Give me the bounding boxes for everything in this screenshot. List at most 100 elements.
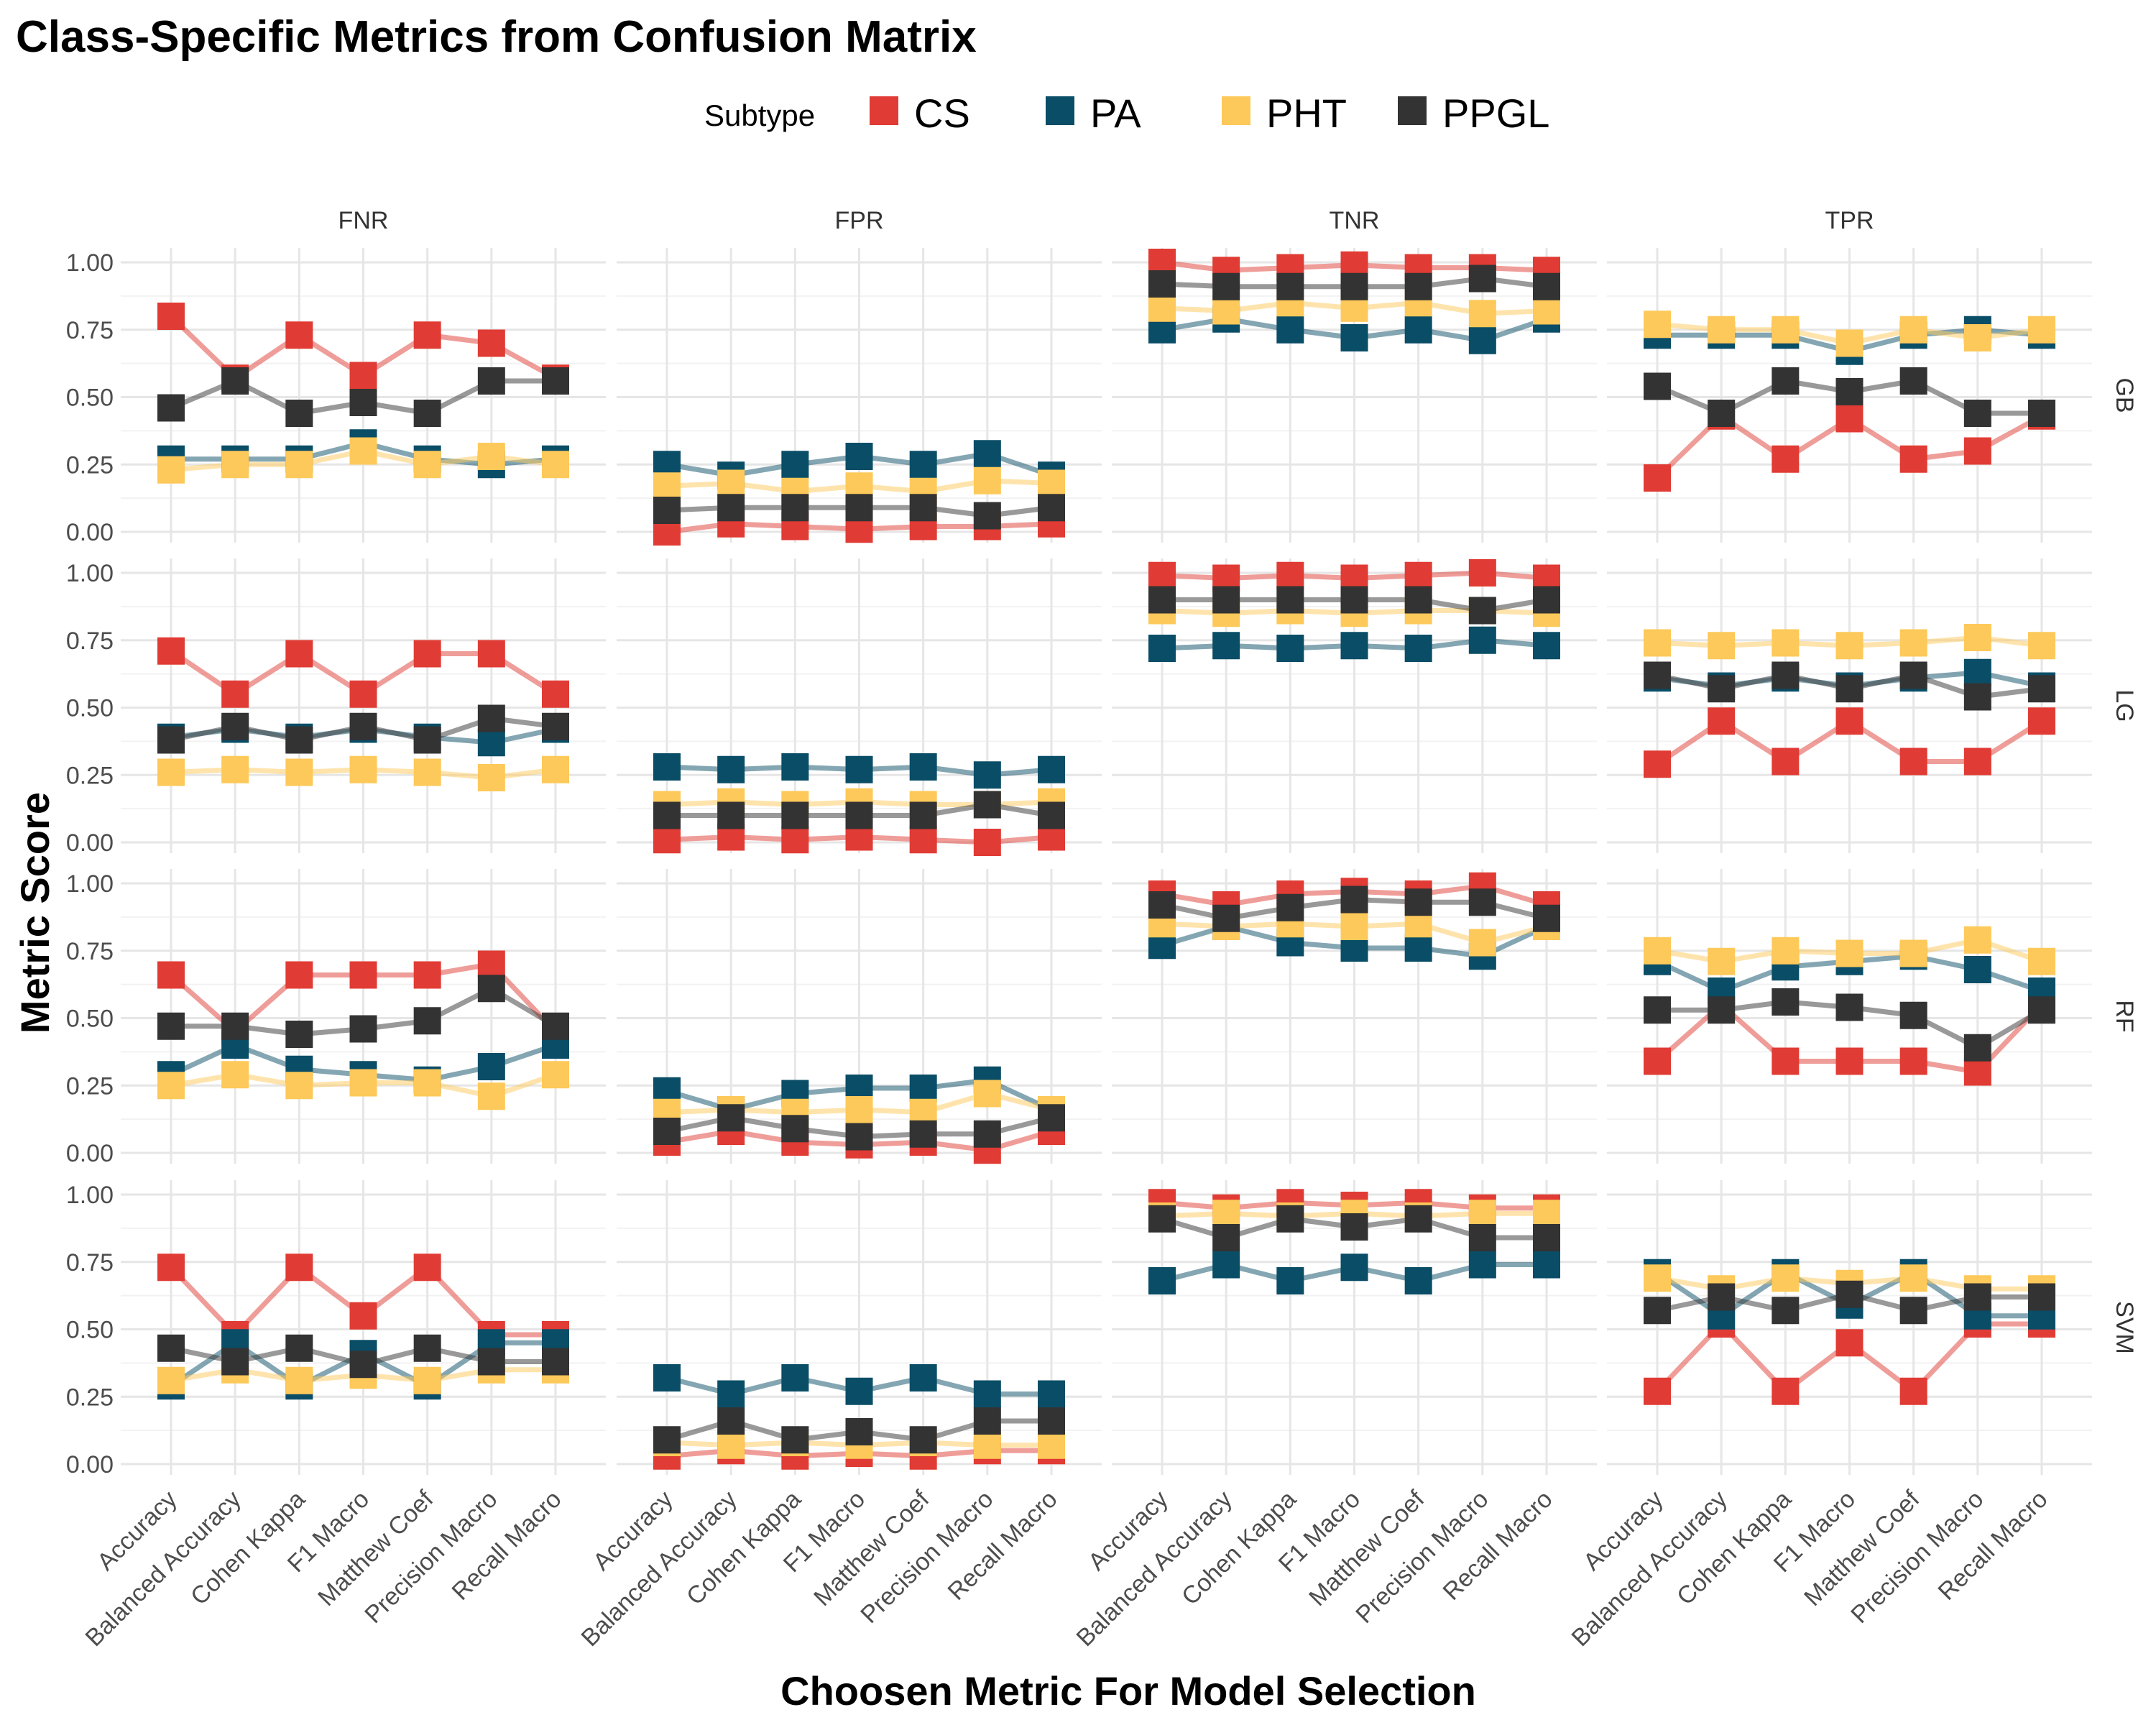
data-point-ppgl — [1708, 400, 1736, 427]
data-point-ppgl — [1038, 494, 1065, 522]
legend-key-ppgl — [1398, 96, 1427, 125]
data-point-ppgl — [542, 367, 569, 395]
data-point-cs — [1404, 561, 1432, 589]
panel-rf-tpr — [1607, 869, 2092, 1164]
data-point-pa — [1276, 635, 1304, 662]
data-point-ppgl — [2028, 400, 2055, 427]
data-point-ppgl — [413, 1334, 441, 1362]
data-point-pht — [1644, 629, 1671, 657]
data-point-ppgl — [1963, 1034, 1991, 1062]
data-point-cs — [157, 1254, 185, 1282]
data-point-pht — [1212, 1200, 1240, 1228]
data-point-pa — [909, 451, 937, 479]
y-tick-label: 0.00 — [66, 519, 114, 546]
data-point-ppgl — [781, 494, 809, 522]
data-point-ppgl — [542, 1012, 569, 1040]
data-point-ppgl — [781, 1426, 809, 1454]
data-point-ppgl — [909, 1426, 937, 1454]
panel-lg-fpr — [617, 558, 1102, 856]
data-point-ppgl — [1276, 272, 1304, 300]
data-point-cs — [653, 826, 681, 854]
facet-row-label-rf: RF — [2111, 1000, 2138, 1032]
data-point-ppgl — [973, 791, 1001, 819]
data-point-ppgl — [1644, 1297, 1671, 1325]
legend-key-cs — [870, 96, 898, 125]
data-point-ppgl — [717, 1104, 745, 1132]
data-point-ppgl — [1212, 272, 1240, 300]
data-point-pht — [845, 1096, 873, 1123]
data-point-ppgl — [1340, 886, 1368, 914]
data-point-pht — [717, 1431, 745, 1459]
data-point-ppgl — [349, 712, 377, 740]
data-point-cs — [1148, 561, 1176, 589]
data-point-ppgl — [1899, 367, 1927, 395]
data-point-pa — [1148, 635, 1176, 662]
facet-row-label-gb: GB — [2111, 377, 2138, 413]
data-point-ppgl — [845, 1418, 873, 1445]
data-point-cs — [413, 321, 441, 349]
panel-svm-tnr — [1112, 1180, 1597, 1475]
data-point-ppgl — [2028, 1283, 2055, 1311]
y-tick-label: 0.25 — [66, 451, 114, 479]
data-point-ppgl — [1708, 996, 1736, 1024]
legend-key-pa — [1046, 96, 1074, 125]
data-point-ppgl — [1963, 1283, 1991, 1311]
data-point-cs — [909, 826, 937, 854]
data-point-ppgl — [1644, 661, 1671, 689]
data-point-pht — [1533, 1200, 1560, 1228]
data-point-ppgl — [1148, 586, 1176, 614]
data-point-ppgl — [845, 1123, 873, 1151]
data-point-ppgl — [1899, 1297, 1927, 1325]
data-point-pht — [1212, 297, 1240, 325]
chart-title: Class-Specific Metrics from Confusion Ma… — [16, 12, 977, 62]
y-tick-label: 1.00 — [66, 1182, 114, 1209]
data-point-ppgl — [1835, 675, 1864, 703]
data-point-ppgl — [1038, 801, 1065, 829]
data-point-pa — [1276, 316, 1304, 344]
data-point-pht — [1772, 629, 1800, 657]
data-point-cs — [349, 680, 377, 708]
data-point-cs — [1772, 1377, 1800, 1405]
data-point-ppgl — [1772, 661, 1800, 689]
data-point-ppgl — [1404, 586, 1432, 614]
data-point-ppgl — [1899, 661, 1927, 689]
data-point-pht — [1468, 300, 1496, 328]
data-point-ppgl — [285, 1021, 313, 1048]
data-point-ppgl — [542, 1348, 569, 1376]
data-point-ppgl — [717, 494, 745, 522]
panel-svm-tpr — [1607, 1180, 2092, 1475]
data-point-pa — [1404, 635, 1432, 662]
data-point-ppgl — [1708, 675, 1736, 703]
data-point-ppgl — [973, 1407, 1001, 1435]
data-point-ppgl — [909, 801, 937, 829]
panel-gb-tnr — [1112, 248, 1597, 543]
data-point-ppgl — [157, 726, 185, 754]
y-tick-label: 0.25 — [66, 1384, 114, 1411]
data-point-ppgl — [1468, 597, 1496, 625]
data-point-pht — [413, 451, 441, 479]
data-point-ppgl — [1340, 1213, 1368, 1241]
data-point-pht — [1835, 632, 1864, 660]
data-point-pa — [909, 1364, 937, 1392]
data-point-ppgl — [1899, 1001, 1927, 1029]
data-point-cs — [1835, 1329, 1864, 1357]
data-point-pht — [1708, 947, 1736, 975]
data-point-pht — [1533, 297, 1560, 325]
data-point-pht — [653, 472, 681, 500]
data-point-cs — [477, 640, 505, 668]
data-point-pht — [542, 755, 569, 783]
data-point-cs — [285, 961, 313, 989]
data-point-ppgl — [1963, 683, 1991, 711]
data-point-pht — [1963, 624, 1991, 651]
data-point-pht — [1708, 316, 1736, 344]
data-point-ppgl — [1276, 1205, 1304, 1233]
data-point-pht — [349, 755, 377, 783]
data-point-ppgl — [1468, 264, 1496, 293]
legend-label-ppgl: PPGL — [1442, 91, 1549, 136]
data-point-cs — [1899, 748, 1927, 776]
data-point-pht — [1468, 1200, 1496, 1228]
data-point-pht — [157, 1072, 185, 1100]
data-point-pht — [413, 1069, 441, 1097]
data-point-ppgl — [413, 400, 441, 427]
data-point-pa — [845, 443, 873, 470]
